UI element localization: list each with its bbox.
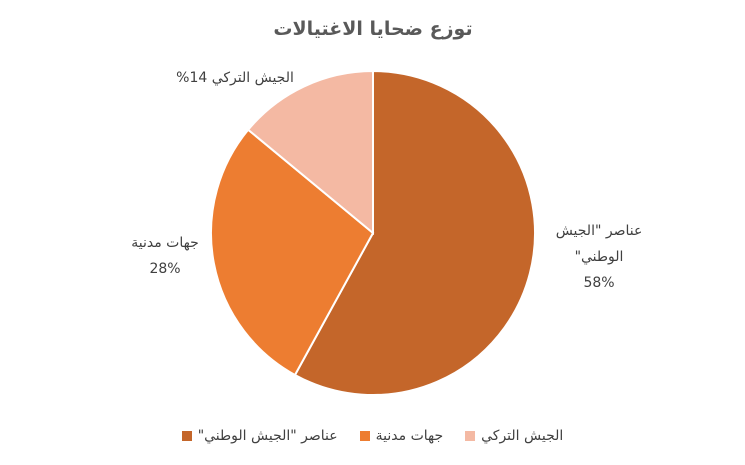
data-label: الجيش التركي 14% [150, 65, 320, 91]
chart-title: توزع ضحايا الاغتيالات [273, 18, 472, 40]
legend-label: جهات مدنية [375, 428, 444, 444]
data-label-name: الجيش التركي [211, 70, 294, 86]
legend-swatch [465, 431, 476, 441]
legend-swatch [181, 431, 192, 441]
pie-slice [246, 69, 374, 236]
data-label-value: 14% [176, 70, 208, 86]
data-label: عناصر "الجيش الوطني" 58% [540, 218, 658, 296]
legend-label: الجيش التركي [481, 428, 564, 444]
legend-item: عناصر "الجيش الوطني" [181, 428, 338, 444]
legend-item: جهات مدنية [359, 428, 444, 444]
data-label-value: 28% [149, 261, 181, 277]
data-label-name: عناصر "الجيش الوطني" [555, 223, 643, 265]
legend-swatch [359, 431, 370, 441]
legend-label: عناصر "الجيش الوطني" [197, 428, 338, 444]
pie-slice [210, 128, 375, 377]
pie-slice [293, 69, 536, 396]
legend-item: الجيش التركي [465, 428, 563, 444]
data-label-value: 58% [583, 275, 615, 291]
data-label-name: جهات مدنية [131, 235, 199, 251]
legend: عناصر "الجيش الوطني" جهات مدنية الجيش التر… [0, 428, 745, 444]
data-label: جهات مدنية 28% [110, 230, 220, 282]
